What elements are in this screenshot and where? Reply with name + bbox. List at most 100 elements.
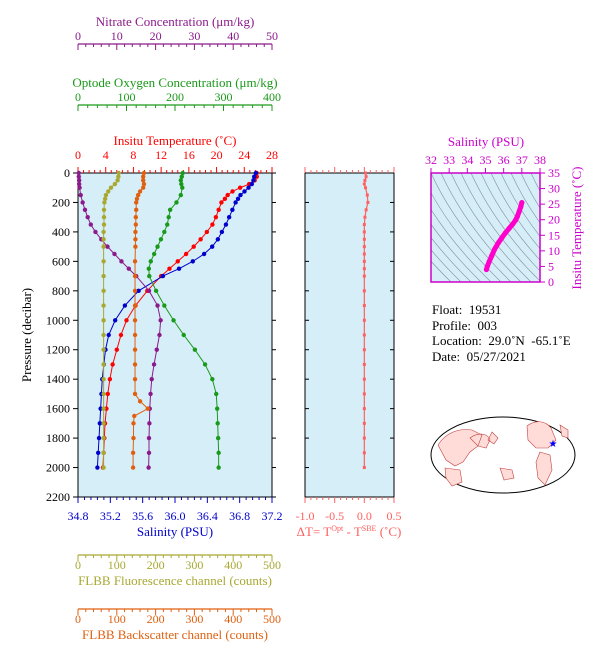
oxygen-point (174, 200, 179, 205)
temperature-point (237, 185, 243, 190)
ts-point (489, 252, 495, 259)
salinity-point (215, 237, 221, 242)
backscatter-point (132, 288, 138, 294)
salinity-point (106, 332, 111, 338)
ts-density-contour (520, 173, 540, 209)
temperature-point (114, 347, 120, 352)
fluorescence-point (106, 189, 111, 194)
temperature-point (222, 196, 228, 201)
ts-point (484, 263, 490, 270)
temperature-tick-label: 16 (183, 148, 195, 162)
ts-y-tick-label: 35 (548, 166, 560, 180)
date: Date: 05/27/2021 (432, 348, 526, 364)
ts-y-tick-label: 10 (548, 244, 560, 258)
delta-t-point (362, 362, 366, 366)
delta-t-point (365, 193, 369, 197)
nitrate-point (80, 200, 85, 205)
ts-point (495, 240, 501, 246)
ts-series (483, 199, 525, 273)
backscatter-tick-label: 500 (263, 612, 281, 626)
ts-y-tick-label: 30 (548, 182, 560, 196)
temperature-point (167, 266, 172, 271)
backscatter-point (141, 170, 147, 176)
float-info: Float: 19531 Profile: 003 Location: 29.0… (432, 302, 571, 364)
fluorescence-point (101, 347, 106, 352)
salinity-tick-label: 37.2 (262, 509, 283, 523)
backscatter-point (130, 450, 136, 456)
fluorescence-point (101, 259, 106, 264)
backscatter-point (141, 181, 147, 187)
backscatter-point (131, 435, 136, 441)
salinity-point (96, 435, 102, 441)
nitrate-point (76, 170, 81, 176)
oxygen-axis-label: Optode Oxygen Concentration (μm/kg) (72, 75, 277, 90)
salinity-tick-label: 34.8 (68, 509, 89, 523)
nitrate-point (112, 251, 117, 257)
fluorescence-point (101, 465, 106, 470)
ts-density-contour (500, 173, 540, 237)
delta-t-point (362, 392, 366, 396)
delta-t-point (362, 223, 366, 227)
pressure-tick-label: 1400 (46, 372, 70, 386)
pressure-tick-label: 1800 (46, 431, 70, 445)
delta-t-point (362, 436, 366, 440)
salinity-point (209, 244, 215, 249)
ts-y-tick-label: 25 (548, 197, 560, 211)
ts-y-tick-label: 5 (548, 259, 554, 273)
nitrate-point (105, 244, 110, 249)
nitrate-point (77, 185, 82, 190)
backscatter-point (132, 273, 138, 279)
backscatter-point (130, 465, 136, 470)
delta-t-point (362, 245, 366, 249)
oxygen-point (202, 362, 208, 367)
temperature-point (107, 376, 113, 382)
backscatter-point (135, 192, 141, 198)
oxygen-point (180, 185, 185, 190)
nitrate-axis-label: Nitrate Concentration (μm/kg) (96, 14, 255, 29)
salinity-point (251, 178, 256, 183)
salinity-point (233, 200, 238, 205)
pressure-tick-label: 600 (52, 254, 70, 268)
nitrate-point (147, 421, 152, 426)
backscatter-tick-label: 100 (108, 612, 126, 626)
nitrate-point (76, 174, 81, 179)
nitrate-point (149, 376, 154, 382)
delta-t-point (362, 252, 366, 256)
delta-t-tick-label: 0.0 (357, 509, 372, 523)
oxygen-point (178, 192, 184, 198)
pressure-axis-label: Pressure (decibar) (19, 288, 34, 382)
fluorescence-point (115, 178, 120, 183)
backscatter-point (140, 174, 146, 179)
fluorescence-point (101, 421, 106, 426)
ts-x-tick-label: 36 (498, 153, 510, 167)
backscatter-point (133, 237, 138, 242)
backscatter-point (133, 244, 138, 249)
ts-point (516, 209, 522, 215)
ts-point (514, 214, 520, 220)
salinity-axis-label: Salinity (PSU) (137, 524, 213, 539)
ts-point (491, 246, 498, 252)
salinity-point (230, 207, 235, 213)
pressure-tick-label: 1200 (46, 343, 70, 357)
delta-t-point (362, 182, 366, 186)
fluorescence-tick-label: 300 (185, 558, 203, 572)
ts-point (499, 235, 505, 241)
temperature-point (191, 244, 196, 249)
salinity-point (97, 421, 103, 426)
temperature-point (118, 332, 124, 338)
backscatter-point (134, 200, 139, 205)
ts-density-contour (431, 237, 472, 282)
delta-t-label-part3: (˚C) (376, 524, 401, 539)
ts-density-contour (431, 173, 512, 282)
delta-t-point (363, 178, 367, 182)
fluorescence-point (101, 332, 106, 338)
backscatter-point (131, 421, 136, 426)
pressure-tick-label: 0 (64, 166, 70, 180)
ts-density-contour (431, 208, 492, 282)
oxygen-point (166, 214, 171, 220)
backscatter-axis-label: FLBB Backscatter channel (counts) (82, 627, 268, 642)
delta-t-point (364, 186, 368, 190)
temperature-point (175, 259, 180, 264)
profile-number: Profile: 003 (432, 317, 497, 333)
ts-density-contour (530, 173, 540, 192)
